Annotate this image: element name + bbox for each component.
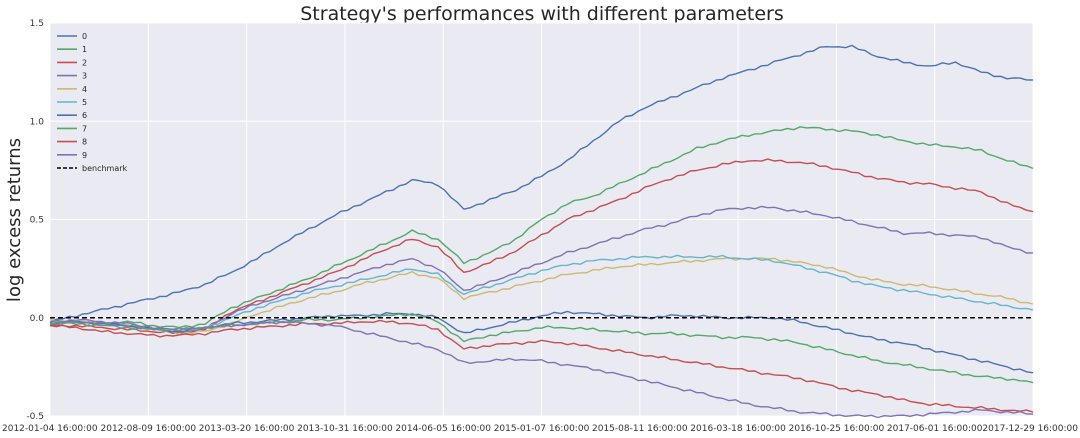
- y-tick-label: 1.0: [30, 117, 45, 127]
- legend-label-7: 7: [82, 124, 87, 133]
- chart-title: Strategy's performances with different p…: [300, 3, 783, 25]
- legend-label-3: 3: [82, 72, 87, 81]
- x-tick-label: 2013-10-31 16:00:00: [297, 424, 393, 434]
- x-tick-label: 2012-08-09 16:00:00: [101, 424, 197, 434]
- y-tick-label: 0.5: [30, 216, 44, 226]
- x-tick-label: 2016-10-25 16:00:00: [789, 424, 885, 434]
- y-tick-labels: -0.5 0.0 0.5 1.0 1.5: [26, 19, 44, 422]
- x-tick-label: 2015-01-07 16:00:00: [494, 424, 590, 434]
- x-tick-label: 2015-08-11 16:00:00: [592, 424, 688, 434]
- x-tick-labels: 2012-01-04 16:00:00 2012-08-09 16:00:00 20…: [2, 424, 1078, 434]
- series-line-8: [49, 319, 1034, 413]
- y-tick-label: 0.0: [30, 314, 45, 324]
- x-tick-label: 2014-06-05 16:00:00: [395, 424, 491, 434]
- x-tick-label: 2016-03-18 16:00:00: [690, 424, 786, 434]
- legend-label-8: 8: [82, 138, 87, 147]
- series-line-7: [49, 312, 1034, 384]
- series-line-4: [49, 257, 1034, 336]
- legend-label-5: 5: [82, 98, 87, 107]
- x-tick-label: 2013-03-20 16:00:00: [199, 424, 295, 434]
- legend-label-4: 4: [82, 85, 87, 94]
- x-tick-label: 2017-12-29 16:00:00: [982, 424, 1078, 434]
- legend-label-0: 0: [82, 32, 87, 41]
- series-line-9: [49, 319, 1034, 419]
- y-tick-label: 1.5: [30, 19, 44, 29]
- legend-label-2: 2: [82, 58, 87, 67]
- series-line-5: [49, 254, 1034, 333]
- legend-label-1: 1: [82, 45, 87, 54]
- legend-label-9: 9: [82, 151, 87, 160]
- y-axis-label: log excess returns: [4, 138, 25, 302]
- legend-label-6: 6: [82, 111, 87, 120]
- y-tick-label: -0.5: [26, 412, 44, 422]
- legend: 0 1 2 3 4 5 6 7 8 9 benchmark: [57, 32, 128, 173]
- x-tick-label: 2012-01-04 16:00:00: [2, 424, 98, 434]
- legend-label-benchmark: benchmark: [82, 164, 128, 173]
- x-tick-label: 2017-06-01 16:00:00: [887, 424, 983, 434]
- series-lines: [49, 44, 1034, 419]
- series-line-0: [49, 44, 1034, 323]
- series-line-2: [49, 158, 1034, 335]
